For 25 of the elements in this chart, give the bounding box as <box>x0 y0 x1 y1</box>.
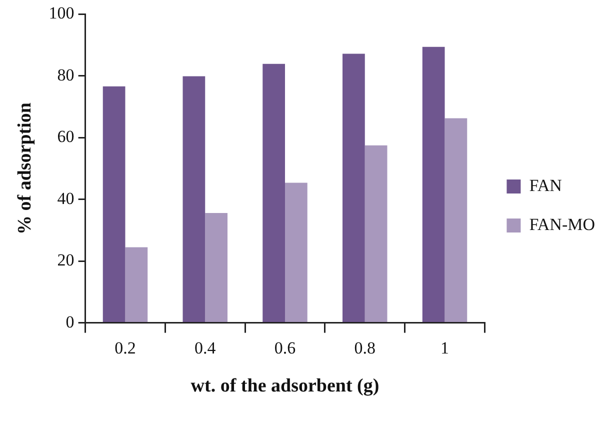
y-tick-label: 20 <box>57 250 74 270</box>
bar <box>102 86 126 322</box>
legend-label: FAN-MO <box>529 214 596 234</box>
y-tick-label: 80 <box>57 65 74 84</box>
x-axis-title: wt. of the adsorbent (g) <box>190 376 380 397</box>
bar <box>285 182 308 322</box>
bar <box>262 64 285 322</box>
bar <box>422 46 445 322</box>
bar <box>205 212 228 322</box>
bar <box>364 145 388 322</box>
bar <box>342 54 365 322</box>
x-tick-label: 0.2 <box>114 338 136 358</box>
x-tick-label: 0.6 <box>274 338 296 358</box>
bar <box>182 76 206 322</box>
x-tick-label: 0.8 <box>354 338 376 358</box>
bar <box>444 118 468 322</box>
y-tick-label: 0 <box>66 312 74 332</box>
x-tick-label: 0.4 <box>194 338 216 358</box>
bar <box>125 247 148 322</box>
y-tick-label: 60 <box>57 127 74 146</box>
y-axis-title: % of adsorption <box>14 102 36 234</box>
legend-label: FAN <box>529 176 562 195</box>
y-tick-label: 100 <box>48 4 74 23</box>
x-tick-label: 1 <box>440 338 450 358</box>
y-tick-label: 40 <box>57 188 74 208</box>
